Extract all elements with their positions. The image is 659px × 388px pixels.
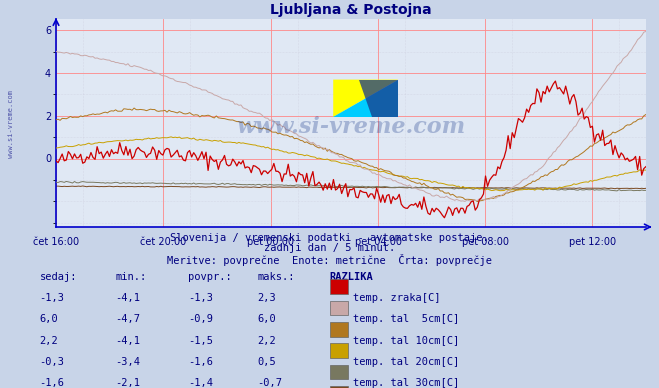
Text: -4,1: -4,1 xyxy=(115,293,140,303)
Text: -4,7: -4,7 xyxy=(115,314,140,324)
Text: RAZLIKA: RAZLIKA xyxy=(330,272,373,282)
Text: temp. tal  5cm[C]: temp. tal 5cm[C] xyxy=(353,314,459,324)
Text: 2,2: 2,2 xyxy=(40,336,58,346)
Text: -1,6: -1,6 xyxy=(188,357,213,367)
Text: -0,3: -0,3 xyxy=(40,357,65,367)
Text: temp. tal 20cm[C]: temp. tal 20cm[C] xyxy=(353,357,459,367)
Text: -1,3: -1,3 xyxy=(188,293,213,303)
Text: temp. zraka[C]: temp. zraka[C] xyxy=(353,293,441,303)
Text: 6,0: 6,0 xyxy=(40,314,58,324)
Title: Ljubljana & Postojna: Ljubljana & Postojna xyxy=(270,3,432,17)
Text: 2,3: 2,3 xyxy=(257,293,275,303)
Text: -1,4: -1,4 xyxy=(188,378,213,388)
Text: -0,7: -0,7 xyxy=(257,378,282,388)
Text: www.si-vreme.com: www.si-vreme.com xyxy=(8,90,14,158)
Polygon shape xyxy=(333,80,398,117)
Text: temp. tal 10cm[C]: temp. tal 10cm[C] xyxy=(353,336,459,346)
Text: -0,9: -0,9 xyxy=(188,314,213,324)
Text: 0,5: 0,5 xyxy=(257,357,275,367)
Text: Slovenija / vremenski podatki - avtomatske postaje.: Slovenija / vremenski podatki - avtomats… xyxy=(170,233,489,243)
Text: min.:: min.: xyxy=(115,272,146,282)
Text: zadnji dan / 5 minut.: zadnji dan / 5 minut. xyxy=(264,243,395,253)
Text: Meritve: povprečne  Enote: metrične  Črta: povprečje: Meritve: povprečne Enote: metrične Črta:… xyxy=(167,254,492,266)
Text: -4,1: -4,1 xyxy=(115,336,140,346)
Text: -2,1: -2,1 xyxy=(115,378,140,388)
Text: -1,3: -1,3 xyxy=(40,293,65,303)
Polygon shape xyxy=(359,80,398,117)
Text: www.si-vreme.com: www.si-vreme.com xyxy=(237,116,465,139)
Text: 6,0: 6,0 xyxy=(257,314,275,324)
Text: -1,6: -1,6 xyxy=(40,378,65,388)
Text: 2,2: 2,2 xyxy=(257,336,275,346)
Text: sedaj:: sedaj: xyxy=(40,272,77,282)
Text: -1,5: -1,5 xyxy=(188,336,213,346)
Text: -3,4: -3,4 xyxy=(115,357,140,367)
Polygon shape xyxy=(333,80,398,117)
Text: temp. tal 30cm[C]: temp. tal 30cm[C] xyxy=(353,378,459,388)
Text: maks.:: maks.: xyxy=(257,272,295,282)
Text: povpr.:: povpr.: xyxy=(188,272,231,282)
